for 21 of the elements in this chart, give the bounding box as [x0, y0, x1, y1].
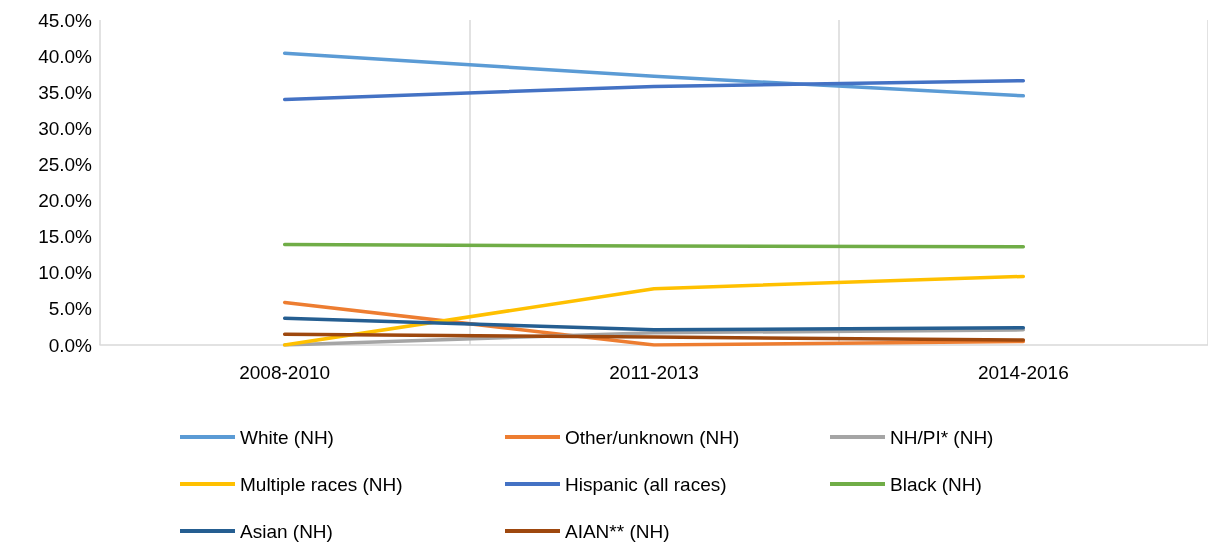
y-tick-label: 25.0% [38, 153, 93, 175]
legend-label: NH/PI* (NH) [890, 426, 994, 448]
x-tick-label: 2011-2013 [609, 362, 699, 383]
legend-label: Black (NH) [890, 473, 982, 495]
x-tick-label: 2014-2016 [977, 362, 1069, 383]
legend-label: White (NH) [240, 426, 334, 448]
legend-label: Other/unknown (NH) [565, 426, 740, 448]
y-tick-label: 45.0% [38, 9, 93, 31]
y-tick-label: 35.0% [38, 81, 93, 103]
x-tick-label: 2008-2010 [239, 362, 331, 383]
y-tick-label: 30.0% [38, 117, 93, 139]
y-tick-label: 0.0% [48, 334, 93, 356]
legend-label: AIAN** (NH) [565, 520, 670, 542]
legend-label: Asian (NH) [240, 520, 333, 542]
y-tick-label: 10.0% [38, 262, 93, 284]
y-tick-label: 5.0% [48, 298, 93, 320]
y-tick-label: 15.0% [38, 226, 93, 248]
legend-label: Hispanic (all races) [565, 473, 727, 495]
legend-label: Multiple races (NH) [240, 473, 403, 495]
y-tick-label: 40.0% [38, 45, 93, 67]
y-tick-label: 20.0% [38, 190, 93, 212]
